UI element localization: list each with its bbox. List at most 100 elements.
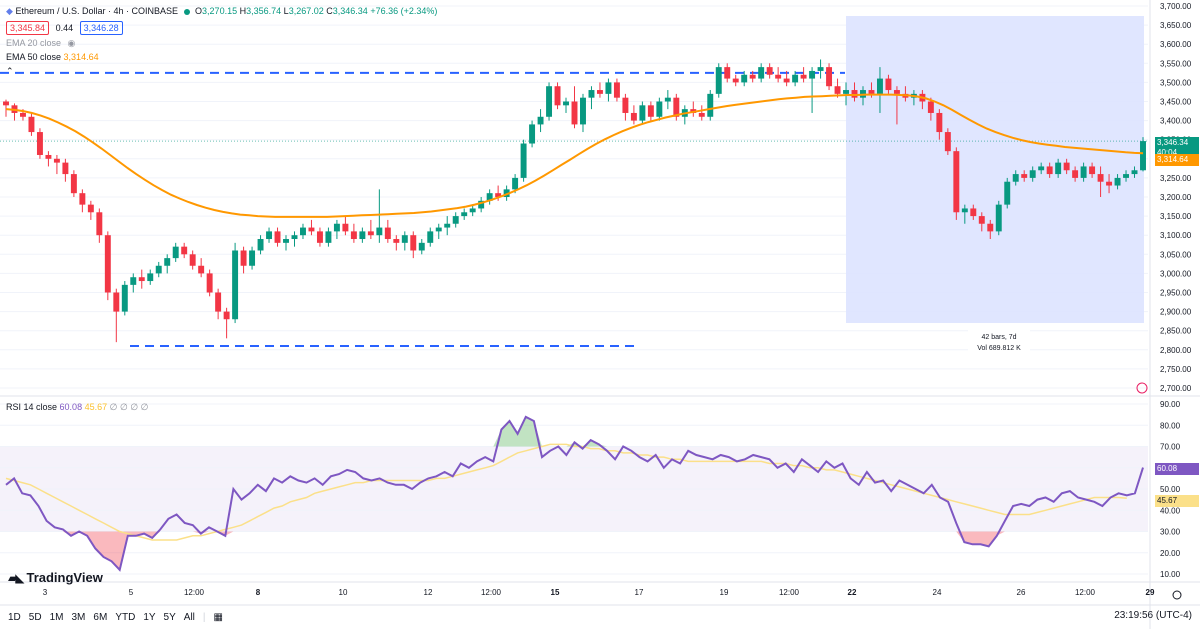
candle-down <box>28 116 35 133</box>
candle-up <box>130 277 137 285</box>
last-price-tag: 3,346.34 40:04 <box>1155 137 1199 159</box>
rsi-label: RSI 14 close <box>6 402 58 412</box>
candle-down <box>826 67 833 87</box>
price-axis-label: 3,450.00 <box>1160 98 1192 107</box>
price-axis-label: 3,250.00 <box>1160 174 1192 183</box>
candle-up <box>580 97 586 125</box>
candle-up <box>300 227 306 236</box>
candle-down <box>223 311 230 320</box>
range-5d[interactable]: 5D <box>28 612 42 623</box>
candle-up <box>249 250 256 266</box>
candle-down <box>36 132 43 155</box>
range-bars: 42 bars, 7d <box>981 334 1017 341</box>
clock-timestamp[interactable]: 23:19:56 (UTC-4) <box>1114 610 1192 621</box>
price-axis-label: 3,400.00 <box>1160 117 1192 126</box>
candle-down <box>1072 170 1079 178</box>
candle-up <box>469 208 476 213</box>
bar-countdown: 40:04 <box>1157 148 1178 157</box>
candle-down <box>927 101 934 113</box>
ohlc-l-label: L <box>283 6 289 16</box>
candle-up <box>503 189 510 197</box>
symbol-title[interactable]: Ethereum / U.S. Dollar · 4h · COINBASE <box>15 6 178 16</box>
candle-down <box>783 78 790 83</box>
candle-down <box>342 223 349 232</box>
candle-up <box>512 177 519 190</box>
candle-down <box>885 78 892 91</box>
price-axis-label: 3,100.00 <box>1160 231 1192 240</box>
candle-up <box>961 208 968 213</box>
rsi-axis-label: 40.00 <box>1160 506 1181 515</box>
candle-down <box>350 231 357 240</box>
candle-down <box>384 227 391 240</box>
price-axis-label: 2,700.00 <box>1160 384 1192 393</box>
candle-up <box>291 235 298 240</box>
time-axis-label: 12:00 <box>481 588 502 597</box>
candle-up <box>427 231 434 243</box>
sell-button[interactable]: 3,345.84 <box>6 21 50 35</box>
symbol-legend: ◆ Ethereum / U.S. Dollar · 4h · COINBASE… <box>6 6 437 17</box>
candle-down <box>613 82 620 98</box>
candle-down <box>766 67 773 75</box>
price-axis-label: 3,600.00 <box>1160 40 1192 49</box>
rsi-line <box>5 415 1144 572</box>
range-volume: Vol 689.812 K <box>977 345 1021 352</box>
last-price-value: 3,346.34 <box>1157 138 1189 147</box>
calendar-icon[interactable]: ▦ <box>213 612 223 623</box>
eye-icon[interactable]: ◉ <box>67 38 76 48</box>
candle-down <box>181 246 188 255</box>
price-axis-label: 2,750.00 <box>1160 365 1192 374</box>
range-5y[interactable]: 5Y <box>163 612 176 623</box>
ema50-line <box>5 93 1144 218</box>
candle-down <box>240 250 247 266</box>
candle-up <box>147 273 154 282</box>
range-1y[interactable]: 1Y <box>143 612 156 623</box>
range-6m[interactable]: 6M <box>93 612 108 623</box>
candle-down <box>198 265 205 274</box>
candle-down <box>62 162 69 175</box>
collapse-legend-button[interactable]: ⌃ <box>6 66 14 77</box>
chevron-up-icon[interactable]: ⌃ <box>6 66 14 76</box>
ema50-legend[interactable]: EMA 50 close 3,314.64 <box>6 52 99 62</box>
candle-down <box>596 90 603 94</box>
price-axis-label: 3,050.00 <box>1160 250 1192 259</box>
rsi-oversold-fill <box>79 531 161 570</box>
candle-up <box>529 124 536 144</box>
candle-up <box>520 143 527 178</box>
candle-down <box>79 193 86 205</box>
candle-up <box>418 242 425 251</box>
range-3m[interactable]: 3M <box>71 612 86 623</box>
candle-down <box>775 74 782 79</box>
candle-up <box>1131 170 1138 175</box>
time-axis-label: 17 <box>635 588 644 597</box>
candle-up <box>283 239 289 243</box>
rsi-legend[interactable]: RSI 14 close 60.08 45.67 ∅ ∅ ∅ ∅ <box>6 402 149 413</box>
rsi-ma-tag: 45.67 <box>1155 495 1199 507</box>
candle-up <box>1080 166 1087 178</box>
rsi-value: 60.08 <box>59 402 83 412</box>
candle-up <box>876 78 883 94</box>
ema20-legend[interactable]: EMA 20 close ◉ <box>6 38 75 49</box>
range-ytd[interactable]: YTD <box>115 612 136 623</box>
spread-value: 0.44 <box>55 23 74 33</box>
price-axis-label: 2,850.00 <box>1160 327 1192 336</box>
range-all[interactable]: All <box>183 612 195 623</box>
range-1d[interactable]: 1D <box>8 612 21 623</box>
time-axis-label: 8 <box>256 588 261 597</box>
candle-up <box>257 239 264 251</box>
time-axis-label: 12:00 <box>779 588 800 597</box>
separator: | <box>202 612 206 623</box>
time-axis-label: 12:00 <box>184 588 205 597</box>
buy-button[interactable]: 3,346.28 <box>79 21 123 35</box>
candle-down <box>630 112 637 121</box>
candle-down <box>316 231 323 243</box>
range-measure-label: 42 bars, 7d Vol 689.812 K <box>968 330 1030 356</box>
candle-up <box>715 67 722 94</box>
candle-up <box>563 101 569 106</box>
time-axis-label: 15 <box>551 588 560 597</box>
range-1m[interactable]: 1M <box>49 612 64 623</box>
candle-down <box>893 90 900 94</box>
candle-down <box>978 216 985 224</box>
date-range-selection <box>846 16 1144 323</box>
candle-up <box>232 250 239 320</box>
